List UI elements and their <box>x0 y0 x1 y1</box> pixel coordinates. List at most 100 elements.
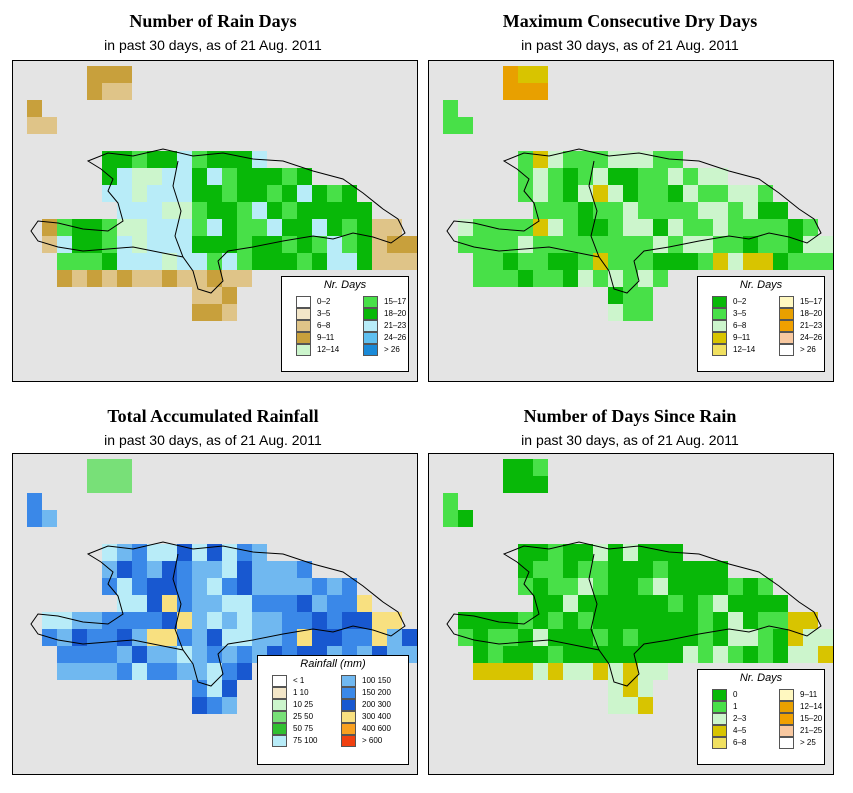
grid-cell <box>87 66 102 83</box>
grid-cell <box>87 646 102 663</box>
grid-cell <box>222 612 237 629</box>
grid-cell <box>788 219 803 236</box>
grid-cell <box>357 629 372 646</box>
grid-cell <box>177 202 192 219</box>
grid-cell <box>563 185 578 202</box>
grid-cell <box>207 185 222 202</box>
grid-cell <box>72 253 87 270</box>
grid-cell <box>102 219 117 236</box>
grid-cell <box>638 168 653 185</box>
grid-cell <box>237 663 252 680</box>
grid-cell <box>638 202 653 219</box>
grid-cell <box>27 510 42 527</box>
legend-label: 6–8 <box>733 738 747 747</box>
grid-cell <box>72 663 87 680</box>
grid-cell <box>132 561 147 578</box>
grid-cell <box>503 459 518 476</box>
grid-cell <box>192 219 207 236</box>
grid-cell <box>222 629 237 646</box>
grid-cell <box>102 151 117 168</box>
grid-cell <box>578 202 593 219</box>
grid-cell <box>653 168 668 185</box>
legend-item: 3–5 <box>712 307 769 320</box>
legend-item: 6–8 <box>296 319 353 332</box>
grid-cell <box>342 219 357 236</box>
grid-cell <box>518 253 533 270</box>
grid-cell <box>267 595 282 612</box>
grid-cell <box>222 270 237 287</box>
grid-cell <box>387 253 402 270</box>
grid-cell <box>57 663 72 680</box>
legend-swatch <box>779 307 794 320</box>
grid-cell <box>653 595 668 612</box>
grid-cell <box>533 253 548 270</box>
grid-cell <box>713 219 728 236</box>
grid-cell <box>698 253 713 270</box>
grid-cell <box>252 219 267 236</box>
legend-swatch <box>341 722 356 735</box>
grid-cell <box>608 304 623 321</box>
grid-cell <box>372 253 387 270</box>
grid-cell <box>443 493 458 510</box>
grid-cell <box>473 253 488 270</box>
grid-cell <box>713 629 728 646</box>
grid-cell <box>653 663 668 680</box>
grid-cell <box>533 612 548 629</box>
grid-cell <box>578 236 593 253</box>
grid-cell <box>743 185 758 202</box>
grid-cell <box>192 287 207 304</box>
grid-cell <box>818 236 833 253</box>
grid-cell <box>443 117 458 134</box>
legend-item: 400 600 <box>341 722 400 735</box>
map-days-since-rain: Nr. Days 0 9–11 1 12–14 2–3 15–20 4–5 21–25 6–8 >… <box>428 453 834 775</box>
grid-cell <box>147 646 162 663</box>
grid-cell <box>473 219 488 236</box>
legend-item: 24–26 <box>363 331 417 344</box>
grid-cell <box>458 510 473 527</box>
grid-cell <box>818 646 833 663</box>
grid-cell <box>533 561 548 578</box>
grid-cell <box>653 612 668 629</box>
grid-cell <box>342 612 357 629</box>
grid-cell <box>713 168 728 185</box>
grid-cell <box>267 202 282 219</box>
grid-cell <box>533 219 548 236</box>
grid-cell <box>252 168 267 185</box>
grid-cell <box>297 202 312 219</box>
legend-swatch <box>712 712 727 725</box>
grid-cell <box>222 697 237 714</box>
grid-cell <box>87 219 102 236</box>
legend-item: 0–2 <box>712 295 769 308</box>
grid-cell <box>162 168 177 185</box>
grid-cell <box>623 561 638 578</box>
grid-cell <box>638 270 653 287</box>
legend-item: 6–8 <box>712 319 769 332</box>
grid-cell <box>533 270 548 287</box>
grid-cell <box>342 253 357 270</box>
grid-cell <box>668 253 683 270</box>
legend-swatch <box>363 307 378 320</box>
grid-cell <box>57 253 72 270</box>
grid-cell <box>743 202 758 219</box>
grid-cell <box>578 646 593 663</box>
legend-label: < 1 <box>293 676 305 685</box>
legend-label: 12–14 <box>800 702 823 711</box>
grid-cell <box>503 83 518 100</box>
grid-cell <box>117 236 132 253</box>
grid-cell <box>312 612 327 629</box>
legend-swatch <box>363 331 378 344</box>
grid-cell <box>237 219 252 236</box>
grid-cell <box>593 270 608 287</box>
grid-cell <box>533 151 548 168</box>
grid-cell <box>713 578 728 595</box>
grid-cell <box>87 629 102 646</box>
grid-cell <box>608 612 623 629</box>
legend-label: 6–8 <box>317 321 331 330</box>
grid-cell <box>533 459 548 476</box>
grid-cell <box>117 83 132 100</box>
grid-cell <box>162 578 177 595</box>
grid-cell <box>282 168 297 185</box>
legend-swatch <box>779 700 794 713</box>
grid-cell <box>638 680 653 697</box>
legend-label: 9–11 <box>733 333 751 342</box>
